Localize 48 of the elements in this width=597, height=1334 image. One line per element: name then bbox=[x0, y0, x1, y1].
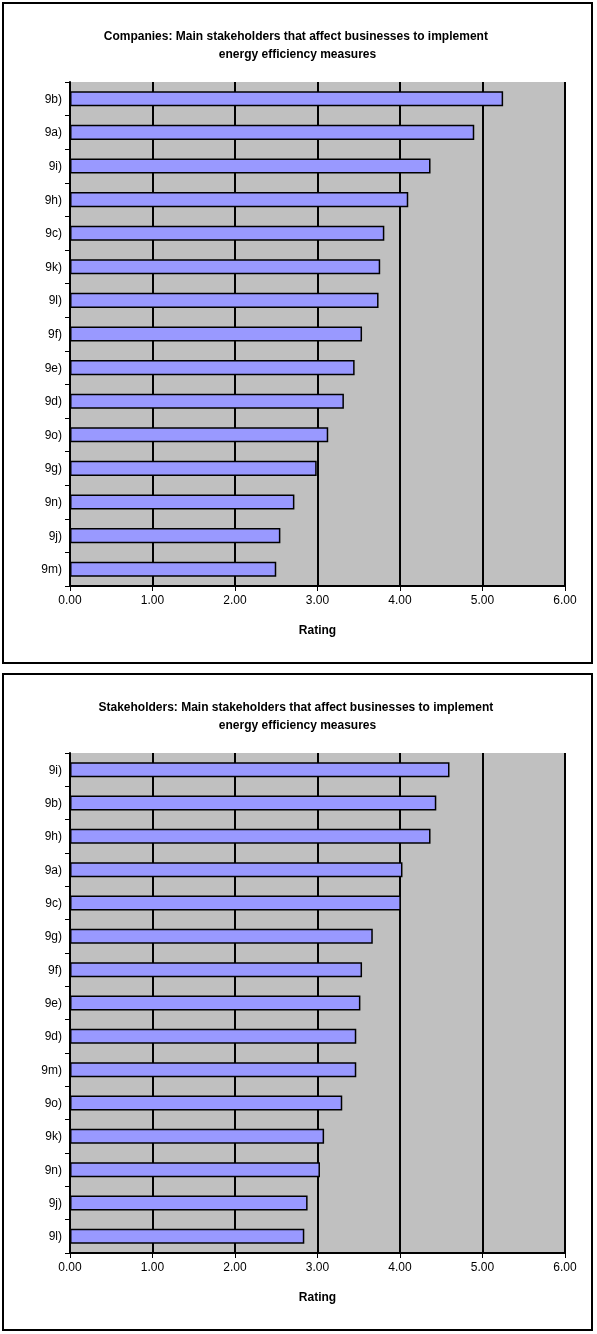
y-tick-label: 9d) bbox=[44, 1029, 62, 1044]
y-tick-label: 9f) bbox=[47, 962, 62, 977]
y-tick-label: 9h) bbox=[44, 829, 62, 844]
chart-title: Companies: Main stakeholders that affect businesses to implement energy efficiency measures bbox=[103, 29, 492, 61]
x-tick-label: 6.00 bbox=[553, 593, 577, 607]
y-tick-label: 9j) bbox=[48, 528, 62, 543]
y-tick-label: 9g) bbox=[44, 461, 62, 476]
y-tick-label: 9c) bbox=[45, 226, 62, 241]
x-tick-label: 4.00 bbox=[388, 593, 412, 607]
y-tick-label: 9a) bbox=[44, 125, 62, 140]
y-tick-label: 9m) bbox=[41, 1062, 62, 1077]
y-tick-label: 9i) bbox=[48, 159, 62, 173]
y-tick-label: 9e) bbox=[44, 360, 62, 375]
x-tick-label: 2.00 bbox=[223, 593, 247, 607]
x-tick-label: 0.00 bbox=[58, 593, 82, 607]
y-tick-label: 9n) bbox=[44, 495, 62, 509]
y-tick-label: 9g) bbox=[44, 929, 62, 944]
x-tick-label: 3.00 bbox=[305, 1260, 330, 1274]
y-tick-label: 9k) bbox=[45, 259, 62, 274]
y-tick-label: 9f) bbox=[47, 327, 62, 341]
x-tick-label: 2.00 bbox=[223, 1260, 247, 1274]
y-tick-label: 9l) bbox=[48, 293, 62, 308]
x-tick-label: 3.00 bbox=[305, 593, 330, 607]
x-tick-label: 4.00 bbox=[388, 1260, 412, 1274]
x-axis-title: Rating bbox=[298, 623, 337, 637]
x-tick-label: 0.00 bbox=[58, 1260, 82, 1274]
y-tick-label: 9d) bbox=[44, 394, 62, 409]
chart-title: Stakeholders: Main stakeholders that affect businesses to implement energy efficiency measures bbox=[98, 700, 497, 732]
x-tick-label: 6.00 bbox=[553, 1260, 577, 1274]
x-tick-label: 5.00 bbox=[470, 1260, 495, 1274]
y-tick-label: 9m) bbox=[41, 562, 62, 577]
y-tick-label: 9b) bbox=[44, 91, 62, 106]
x-tick-label: 1.00 bbox=[140, 593, 165, 607]
y-tick-label: 9c) bbox=[45, 896, 62, 910]
y-tick-label: 9l) bbox=[48, 1229, 62, 1244]
y-tick-label: 9b) bbox=[44, 796, 62, 810]
y-tick-label: 9h) bbox=[44, 192, 62, 207]
y-tick-label: 9j) bbox=[48, 1196, 62, 1210]
y-tick-label: 9a) bbox=[44, 862, 62, 877]
y-tick-label: 9o) bbox=[44, 1096, 62, 1110]
x-tick-label: 5.00 bbox=[470, 593, 495, 607]
y-tick-label: 9o) bbox=[44, 427, 62, 442]
x-axis-title: Rating bbox=[298, 1290, 337, 1304]
y-tick-label: 9n) bbox=[44, 1162, 62, 1177]
y-tick-label: 9e) bbox=[44, 996, 62, 1010]
x-tick-label: 1.00 bbox=[140, 1260, 165, 1274]
y-tick-label: 9k) bbox=[45, 1129, 62, 1144]
y-tick-label: 9i) bbox=[48, 762, 62, 777]
